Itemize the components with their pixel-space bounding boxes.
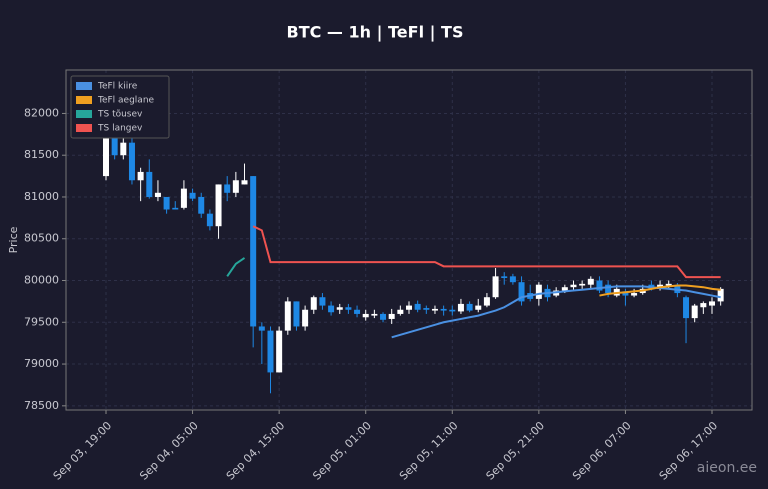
candle-body <box>587 278 594 285</box>
legend-swatch <box>76 124 92 132</box>
plot-frame <box>65 69 753 411</box>
candle-body <box>206 213 213 227</box>
candle-body <box>579 283 586 286</box>
candle-body <box>163 196 170 210</box>
candle-body <box>310 297 317 310</box>
candle-body <box>276 330 283 373</box>
candle-body <box>120 142 127 156</box>
series-line <box>226 257 246 277</box>
candle-body <box>336 307 343 310</box>
candle-body <box>345 307 352 310</box>
candle-body <box>561 287 568 291</box>
candle-body <box>570 284 577 288</box>
candle-body <box>232 180 239 193</box>
candle-body <box>449 309 456 312</box>
candle-body <box>103 130 109 177</box>
candle-body <box>215 184 222 227</box>
candle-body <box>431 308 438 311</box>
candle-body <box>518 282 525 302</box>
series-line <box>391 285 721 339</box>
legend-label: TS langev <box>97 124 143 134</box>
legend-swatch <box>76 96 92 104</box>
candle-body <box>709 301 715 306</box>
candle-body <box>250 176 257 327</box>
candle-body <box>293 301 300 327</box>
candle-body <box>111 130 118 156</box>
candle-body <box>406 305 412 310</box>
y-axis-label: Price <box>7 226 20 253</box>
legend-swatch <box>76 82 92 90</box>
candle-body <box>631 293 638 296</box>
candle-body <box>483 297 490 306</box>
y-tick-label: 81000 <box>24 190 59 203</box>
candle-body <box>267 330 274 373</box>
candle-body <box>414 303 421 310</box>
candle-body <box>691 305 698 319</box>
y-tick-label: 81500 <box>24 148 59 161</box>
candle-body <box>717 288 724 302</box>
y-tick-label: 80000 <box>24 274 59 287</box>
candle-body <box>258 326 265 331</box>
candle-body <box>423 308 430 310</box>
candle-body <box>700 303 707 308</box>
candle-body <box>466 303 473 311</box>
watermark: aieon.ee <box>697 460 757 476</box>
legend-swatch <box>76 110 92 118</box>
candle-body <box>198 196 205 214</box>
candle-body <box>172 207 179 210</box>
candle-body <box>475 305 482 310</box>
series-line <box>252 225 721 279</box>
legend-label: TS tõusev <box>97 110 143 120</box>
candle-body <box>501 276 508 279</box>
candle-body <box>397 309 404 314</box>
candle-body <box>457 303 464 312</box>
candle-body <box>328 305 335 313</box>
candle-body <box>146 171 153 197</box>
candle-body <box>596 280 603 291</box>
y-tick-label: 82000 <box>24 106 59 119</box>
legend-box <box>70 75 170 139</box>
candle-body <box>535 284 542 299</box>
candle-body <box>302 309 309 327</box>
y-tick-label: 80500 <box>24 232 59 245</box>
y-tick-label: 79000 <box>24 357 59 370</box>
candle-body <box>665 283 672 286</box>
candle-body <box>354 309 361 314</box>
chart-title: BTC — 1h | TeFl | TS <box>287 23 464 43</box>
legend-label: TeFl aeglane <box>97 96 155 106</box>
y-tick-label: 79500 <box>24 315 59 328</box>
candle-body <box>388 313 395 319</box>
candle-body <box>683 297 690 319</box>
candle-body <box>371 313 378 316</box>
candle-body <box>180 188 187 208</box>
legend-label: TeFl kiire <box>97 82 138 92</box>
candle-body <box>380 313 387 320</box>
series-line <box>599 284 721 297</box>
candle-body <box>189 192 196 199</box>
candle-body <box>137 171 144 181</box>
y-tick-label: 78500 <box>24 399 59 412</box>
candle-body <box>154 192 161 197</box>
candle-body <box>241 180 248 185</box>
candle-body <box>622 291 629 296</box>
candle-body <box>492 276 499 298</box>
candle-body <box>128 142 135 181</box>
candle-body <box>362 313 369 318</box>
candle-body <box>284 301 291 331</box>
candle-body <box>605 284 612 294</box>
candle-body <box>509 276 516 283</box>
candle-body <box>319 297 326 306</box>
candle-body <box>440 308 447 311</box>
candle-body <box>224 184 231 193</box>
